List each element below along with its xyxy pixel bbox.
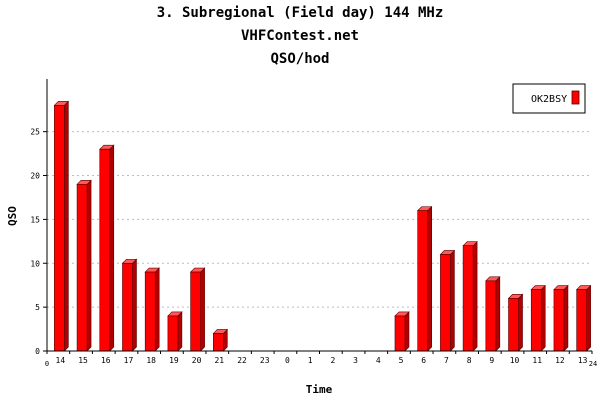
bar-side: [563, 284, 569, 352]
x-tick-label: 21: [214, 356, 224, 365]
x-tick-label: 0: [285, 356, 290, 365]
bar-side: [586, 284, 591, 352]
x-tick-label: 16: [101, 356, 111, 365]
x-tick-label: 17: [124, 356, 134, 365]
x-axis-label: Time: [306, 383, 333, 396]
chart-subtitle-2: QSO/hod: [270, 51, 330, 67]
bar-side: [518, 293, 523, 352]
x-tick-labels: 14 15 16 17 18 19 20 21 22 23 0 1 2 3 4 5 6 7 8 9 10 11 12 130 2…: [45, 351, 597, 368]
x-axis-start-label: 0: [45, 360, 49, 368]
bar-side: [132, 258, 137, 352]
bar: [99, 144, 115, 352]
bar-side: [86, 179, 92, 352]
chart-title: 3. Subregional (Field day) 144 MHz: [156, 5, 444, 21]
bar-front: [417, 210, 428, 352]
bar-front: [144, 271, 156, 352]
bar: [416, 205, 433, 352]
bar-side: [540, 284, 546, 352]
bar: [575, 284, 592, 352]
bar: [121, 258, 138, 352]
bar: [212, 328, 229, 352]
x-tick-label: 19: [169, 356, 179, 365]
bar-front: [440, 254, 451, 352]
x-tick-label: 2: [330, 356, 335, 365]
x-tick-label: 7: [444, 356, 449, 365]
bar-side: [154, 267, 160, 352]
x-tick-label: 13: [578, 356, 588, 365]
bar-front: [190, 271, 201, 352]
bar-side: [200, 267, 205, 352]
bar-front: [508, 298, 519, 352]
bar: [530, 284, 546, 352]
bar-series: [53, 100, 592, 352]
x-tick-label: 6: [421, 356, 426, 365]
bar-front: [167, 315, 179, 352]
x-tick-label: 4: [376, 356, 381, 365]
legend: OK2BSY: [512, 83, 586, 114]
x-tick-label: 18: [146, 356, 156, 365]
x-tick-label: 11: [532, 356, 542, 365]
bar-front: [394, 315, 406, 352]
y-tick-label: 0: [35, 347, 40, 356]
y-tick-label: 25: [30, 128, 40, 137]
bar: [189, 267, 206, 352]
chart-subtitle: VHFContest.net: [240, 28, 359, 44]
y-axis-label: QSO: [6, 206, 19, 226]
bar-front: [462, 245, 474, 352]
y-tick-label: 5: [35, 303, 40, 312]
bar-front: [99, 148, 111, 352]
bar: [167, 311, 183, 352]
bar: [553, 284, 569, 352]
bar-front: [553, 289, 565, 352]
x-tick-label: 14: [56, 356, 66, 365]
x-axis-end-label: 24: [589, 360, 597, 368]
y-tick-label: 15: [30, 215, 40, 224]
y-tick-label: 20: [30, 172, 40, 181]
y-tick-labels: 0 5 10 15 20 25: [30, 128, 47, 356]
bar-side: [427, 205, 432, 352]
x-tick-label: 1: [308, 356, 313, 365]
bar: [144, 267, 160, 352]
legend-swatch: [571, 90, 580, 105]
bar: [462, 240, 478, 352]
bar: [485, 276, 501, 352]
legend-label: OK2BSY: [531, 94, 567, 105]
x-tick-label: 12: [555, 356, 565, 365]
bar-side: [495, 276, 501, 352]
bar-front: [576, 289, 587, 352]
x-tick-label: 10: [510, 356, 520, 365]
bar-front: [122, 262, 133, 352]
bar: [394, 311, 410, 352]
x-tick-label: 15: [78, 356, 88, 365]
grid-lines: [47, 131, 592, 308]
bar-front: [213, 333, 224, 352]
bar-front: [485, 280, 497, 352]
bar-front: [54, 105, 65, 352]
bar-side: [404, 311, 410, 352]
bar-side: [109, 144, 115, 352]
bar: [53, 100, 70, 352]
x-tick-label: 5: [399, 356, 404, 365]
x-tick-label: 3: [353, 356, 358, 365]
bar-side: [472, 240, 478, 352]
x-tick-label: 23: [260, 356, 270, 365]
bar-front: [76, 183, 88, 352]
x-tick-label: 8: [467, 356, 472, 365]
bar-side: [64, 100, 69, 352]
bar-front: [530, 289, 542, 352]
y-tick-label: 10: [30, 259, 40, 268]
x-tick-label: 9: [489, 356, 494, 365]
x-tick-label: 20: [192, 356, 202, 365]
bar-side: [450, 249, 455, 352]
bar-side: [177, 311, 183, 352]
bar: [507, 293, 524, 352]
x-tick-label: 22: [237, 356, 247, 365]
bar: [439, 249, 456, 352]
bar: [76, 179, 92, 352]
